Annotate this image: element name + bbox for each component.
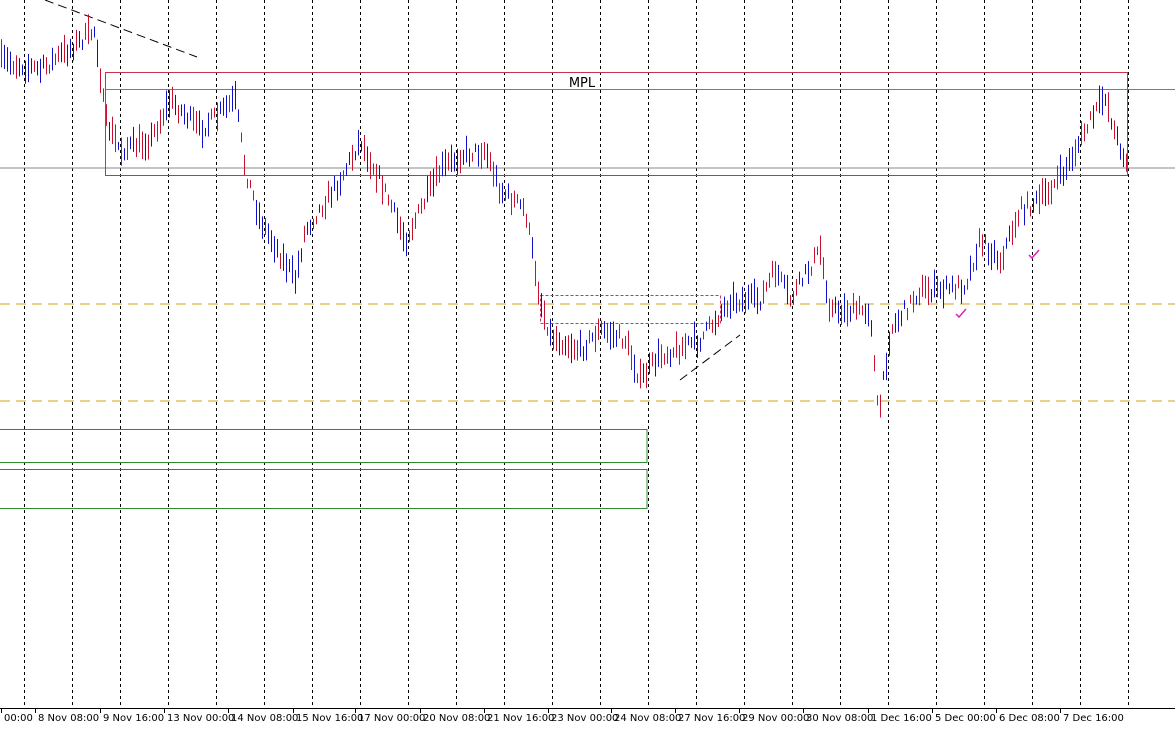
- price-bars: [1, 14, 1127, 418]
- time-label: 24 Nov 08:00: [614, 713, 681, 724]
- time-label: 5 Dec 00:00: [935, 713, 996, 724]
- time-labels: 00:00 8 Nov 08:00 9 Nov 16:00 13 Nov 00:001…: [1, 708, 1124, 724]
- check-mark: [1028, 249, 1040, 260]
- time-label: 14 Nov 08:00: [231, 713, 298, 724]
- time-label: 23 Nov 00:00: [551, 713, 618, 724]
- check-mark: [955, 308, 967, 319]
- time-label: 27 Nov 16:00: [678, 713, 745, 724]
- time-label: 15 Nov 16:00: [296, 713, 363, 724]
- time-label: 21 Nov 16:00: [487, 713, 554, 724]
- time-label: 13 Nov 00:00: [167, 713, 234, 724]
- mpl-zone: [105, 72, 1128, 176]
- demand-zone: [0, 469, 648, 509]
- time-label: 8 Nov 08:00: [38, 713, 99, 724]
- time-label: 1 Dec 16:00: [871, 713, 932, 724]
- time-label: 9 Nov 16:00: [103, 713, 164, 724]
- range-box: [540, 295, 721, 324]
- time-label: 00:00: [4, 713, 33, 724]
- annotation: MPL: [569, 76, 596, 91]
- trend-line: [679, 334, 741, 381]
- time-label: 17 Nov 00:00: [358, 713, 425, 724]
- grid: [24, 0, 1129, 708]
- time-label: 6 Dec 08:00: [999, 713, 1060, 724]
- time-label: 20 Nov 08:00: [423, 713, 490, 724]
- time-label: 7 Dec 16:00: [1063, 713, 1124, 724]
- demand-zone: [0, 429, 648, 463]
- time-label: 29 Nov 00:00: [742, 713, 809, 724]
- time-label: 30 Nov 08:00: [806, 713, 873, 724]
